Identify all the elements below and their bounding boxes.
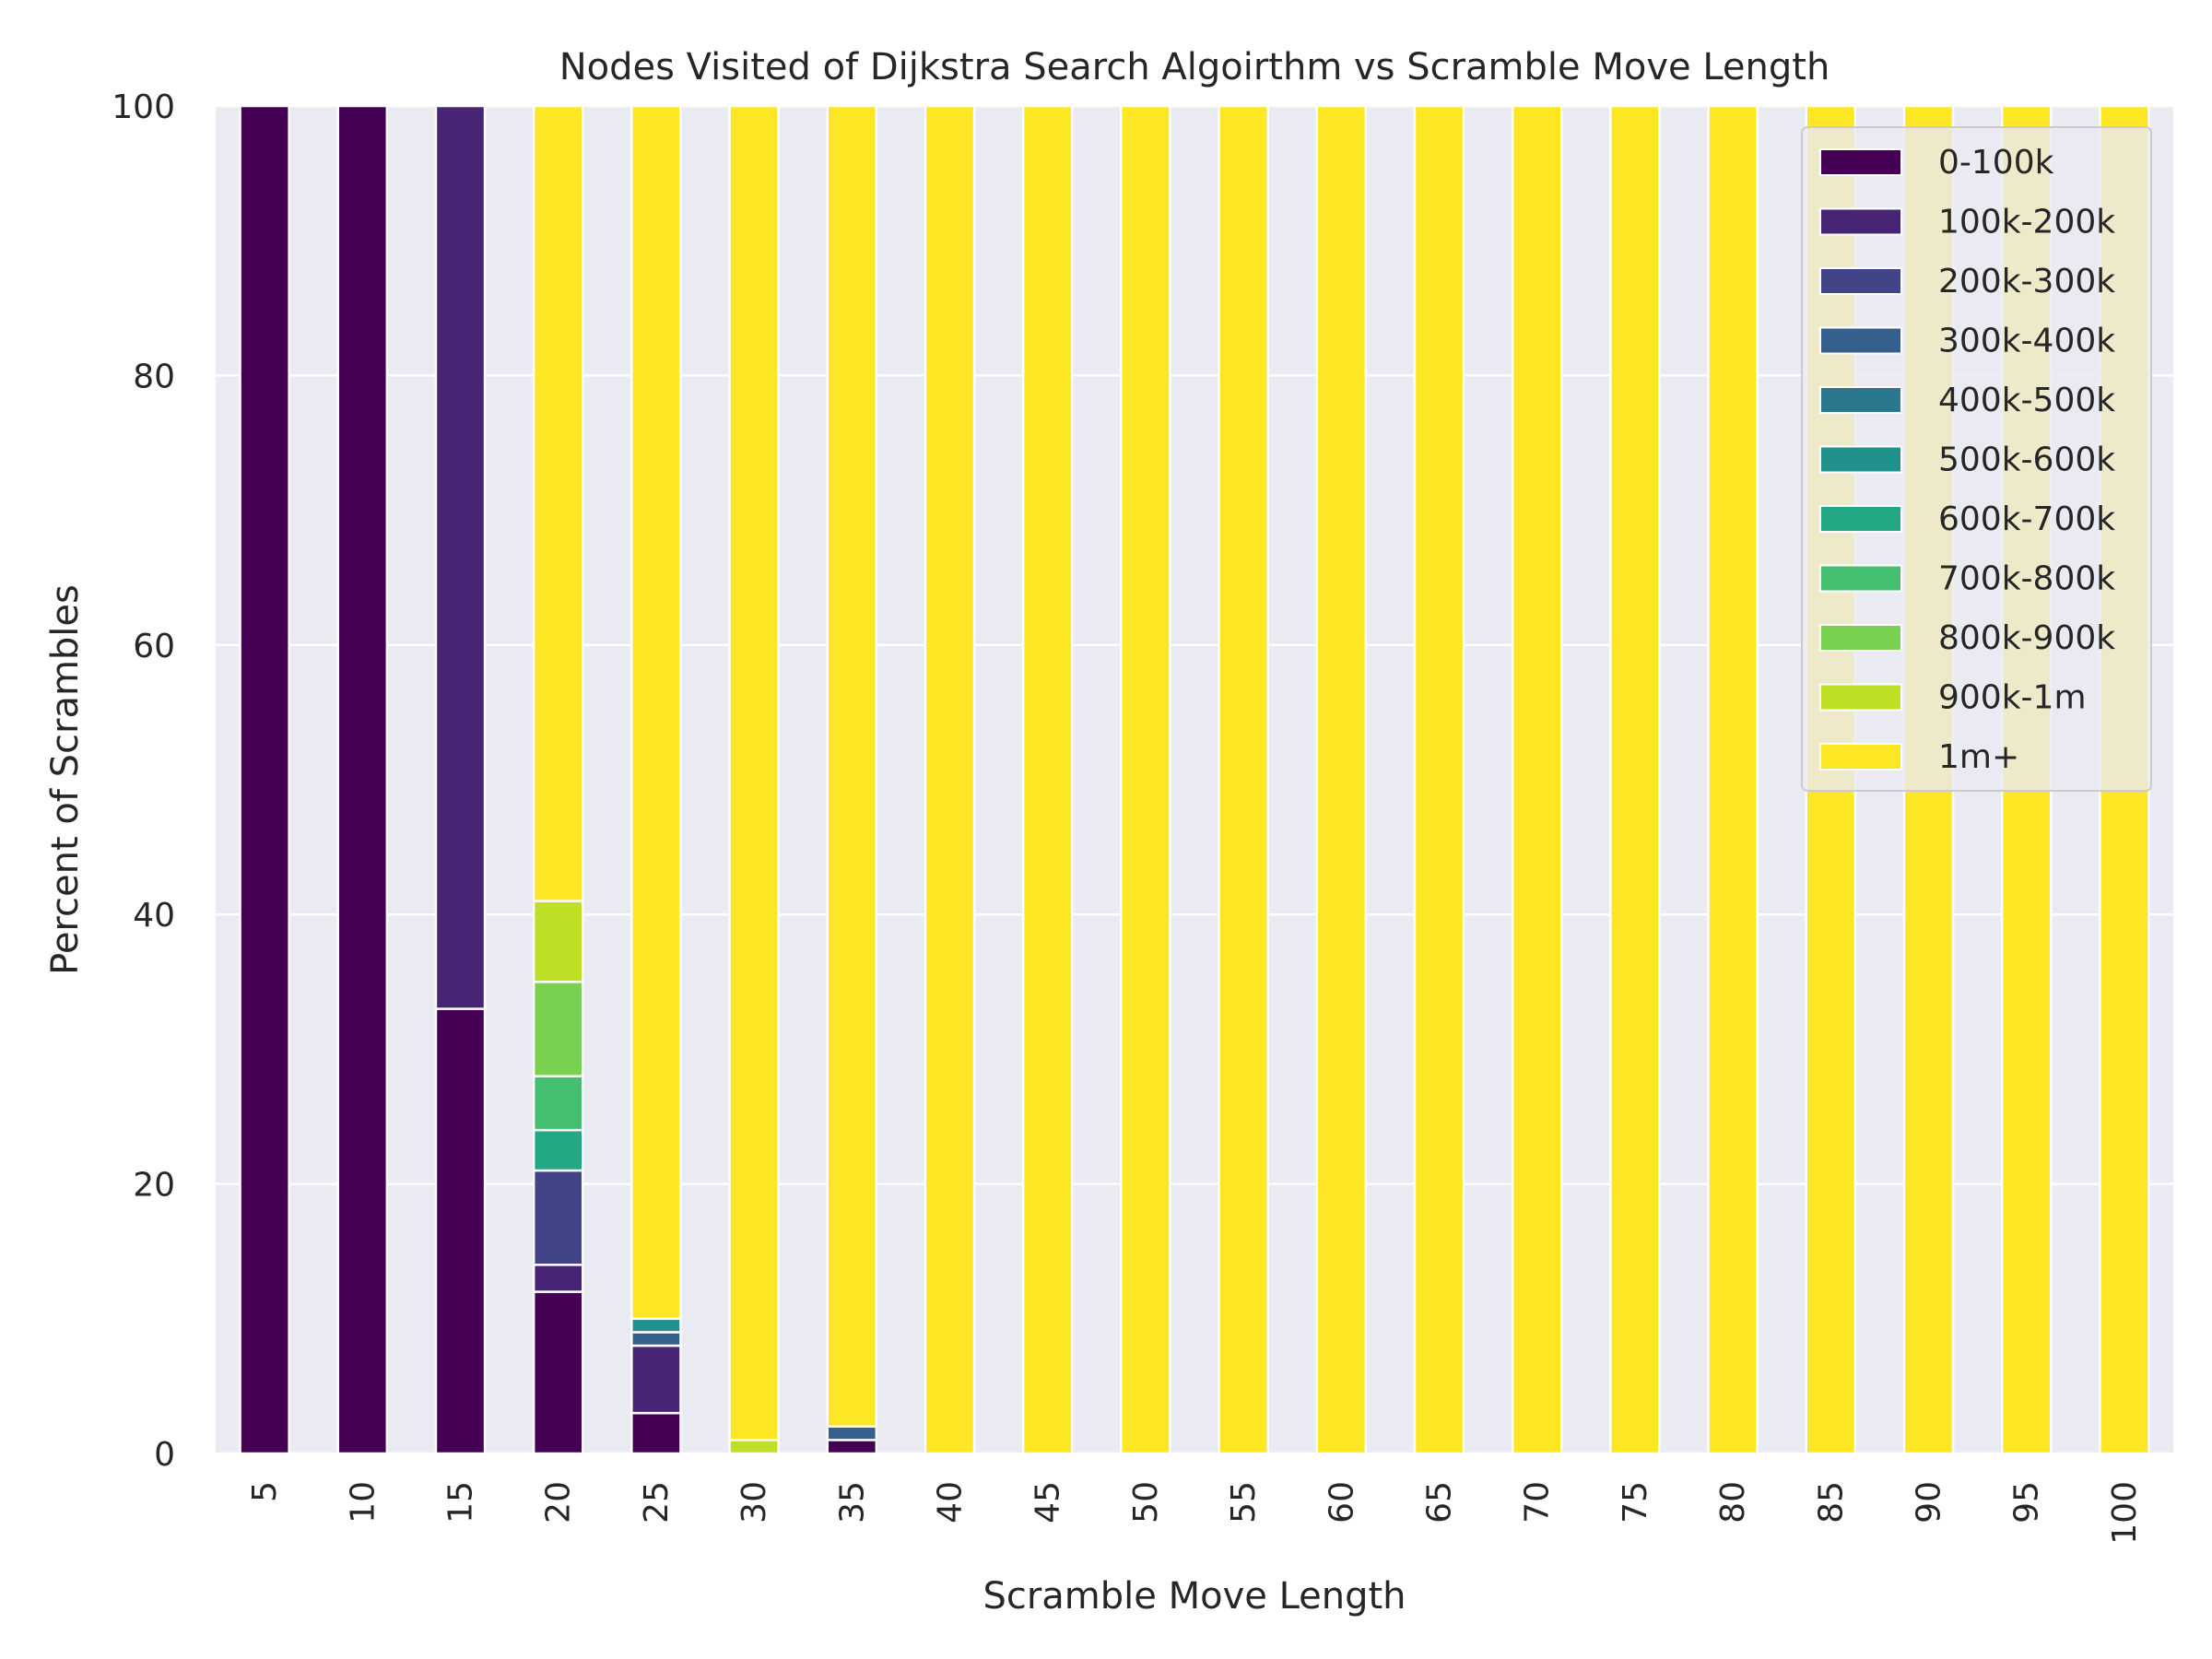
bar-segment-35-0-100k [826,1439,878,1455]
bar-segment-70-1m+ [1511,104,1563,1455]
bar-segment-35-1m+ [826,104,878,1429]
x-tick-label: 30 [735,1481,773,1524]
legend-label: 500k-600k [1938,441,2115,479]
legend-label: 300k-400k [1938,323,2115,360]
y-tick-label: 40 [133,897,175,935]
x-tick-label: 75 [1617,1481,1654,1524]
bar-segment-25-1m+ [630,104,682,1321]
x-tick-label: 50 [1127,1481,1165,1524]
legend-swatch [1819,326,1902,355]
legend-swatch [1819,743,1902,771]
legend: 0-100k 100k-200k 200k-300k 300k-400k 400k-50… [1801,126,2152,792]
x-tick-label: 20 [540,1481,578,1524]
bar-segment-25-100k-200k [630,1344,682,1415]
legend-label: 900k-1m [1938,679,2087,717]
x-tick-label: 100 [2106,1481,2144,1545]
x-tick-label: 60 [1323,1481,1360,1524]
legend-swatch [1819,505,1902,533]
bar-segment-20-1m+ [532,104,584,902]
bar-segment-45-1m+ [1021,104,1074,1455]
x-tick-label: 5 [246,1481,284,1502]
y-ticks: 0 20 40 60 80 100 [112,88,175,1474]
bar-segment-30-1m+ [728,104,780,1441]
bar-segment-80-1m+ [1707,104,1759,1455]
x-tick-label: 40 [932,1481,970,1524]
bar-segment-60-1m+ [1315,104,1368,1455]
bar-segment-5-0-100k [239,104,290,1455]
bar-segment-50-1m+ [1120,104,1171,1455]
bar-segment-65-1m+ [1413,104,1465,1455]
bar-segment-15-100k-200k [434,104,487,1010]
legend-swatch [1819,624,1902,652]
legend-label: 200k-300k [1938,263,2115,300]
legend-swatch [1819,207,1902,236]
bar-segment-75-1m+ [1609,104,1661,1455]
x-tick-label: 25 [638,1481,676,1524]
legend-swatch [1819,267,1902,295]
x-tick-label: 35 [833,1481,871,1524]
bar-segment-20-200k-300k [532,1169,584,1266]
legend-entries: 0-100k 100k-200k 200k-300k 300k-400k 400k-50… [1819,144,2115,776]
x-tick-label: 70 [1519,1481,1557,1524]
x-tick-label: 45 [1030,1481,1067,1524]
x-tick-label: 90 [1911,1481,1948,1524]
bar-segment-20-900k-1m [532,900,584,983]
legend-swatch [1819,683,1902,712]
bar-segment-40-1m+ [924,104,976,1455]
bar-segment-25-500k-600k [630,1317,682,1334]
y-tick-label: 80 [133,358,175,395]
legend-label: 400k-500k [1938,382,2115,419]
x-tick-label: 85 [1812,1481,1850,1524]
legend-label: 0-100k [1938,144,2054,182]
legend-swatch [1819,564,1902,593]
legend-label: 1m+ [1938,738,2019,776]
y-tick-label: 0 [154,1436,175,1474]
legend-label: 600k-700k [1938,500,2115,538]
y-tick-label: 20 [133,1167,175,1205]
x-tick-label: 95 [2008,1481,2046,1524]
y-tick-label: 60 [133,628,175,665]
x-tick-label: 10 [344,1481,382,1524]
x-tick-label: 15 [442,1481,480,1524]
legend-label: 100k-200k [1938,204,2115,241]
y-tick-label: 100 [112,88,175,126]
legend-swatch [1819,445,1902,474]
x-tick-label: 65 [1421,1481,1459,1524]
bar-segment-20-600k-700k [532,1128,584,1172]
legend-swatch [1819,148,1902,176]
bar-segment-25-300k-400k [630,1331,682,1347]
bar-segment-20-800k-900k [532,981,584,1077]
x-tick-label: 55 [1225,1481,1263,1524]
x-tick-label: 80 [1714,1481,1752,1524]
y-axis-label: Percent of Scrambles [44,584,87,975]
bar-segment-15-0-100k [434,1007,487,1455]
bar-segment-20-0-100k [532,1290,584,1455]
bar-segment-20-700k-800k [532,1075,584,1132]
chart-title: Nodes Visited of Dijkstra Search Algoirt… [559,46,1830,88]
legend-label: 800k-900k [1938,619,2115,657]
bar-segment-55-1m+ [1218,104,1269,1455]
legend-swatch [1819,386,1902,414]
legend-label: 700k-800k [1938,560,2115,598]
x-ticks: 5 10 15 20 25 30 35 40 45 50 55 60 65 70 75 80 85 90 95 100 [246,1481,2144,1545]
bar-segment-30-900k-1m [728,1439,780,1455]
bar-segment-35-300k-400k [826,1425,878,1441]
bar-segment-25-0-100k [630,1411,682,1455]
bar-segment-10-0-100k [336,104,389,1455]
bar-segment-20-100k-200k [532,1264,584,1293]
x-axis-label: Scramble Move Length [982,1575,1406,1618]
